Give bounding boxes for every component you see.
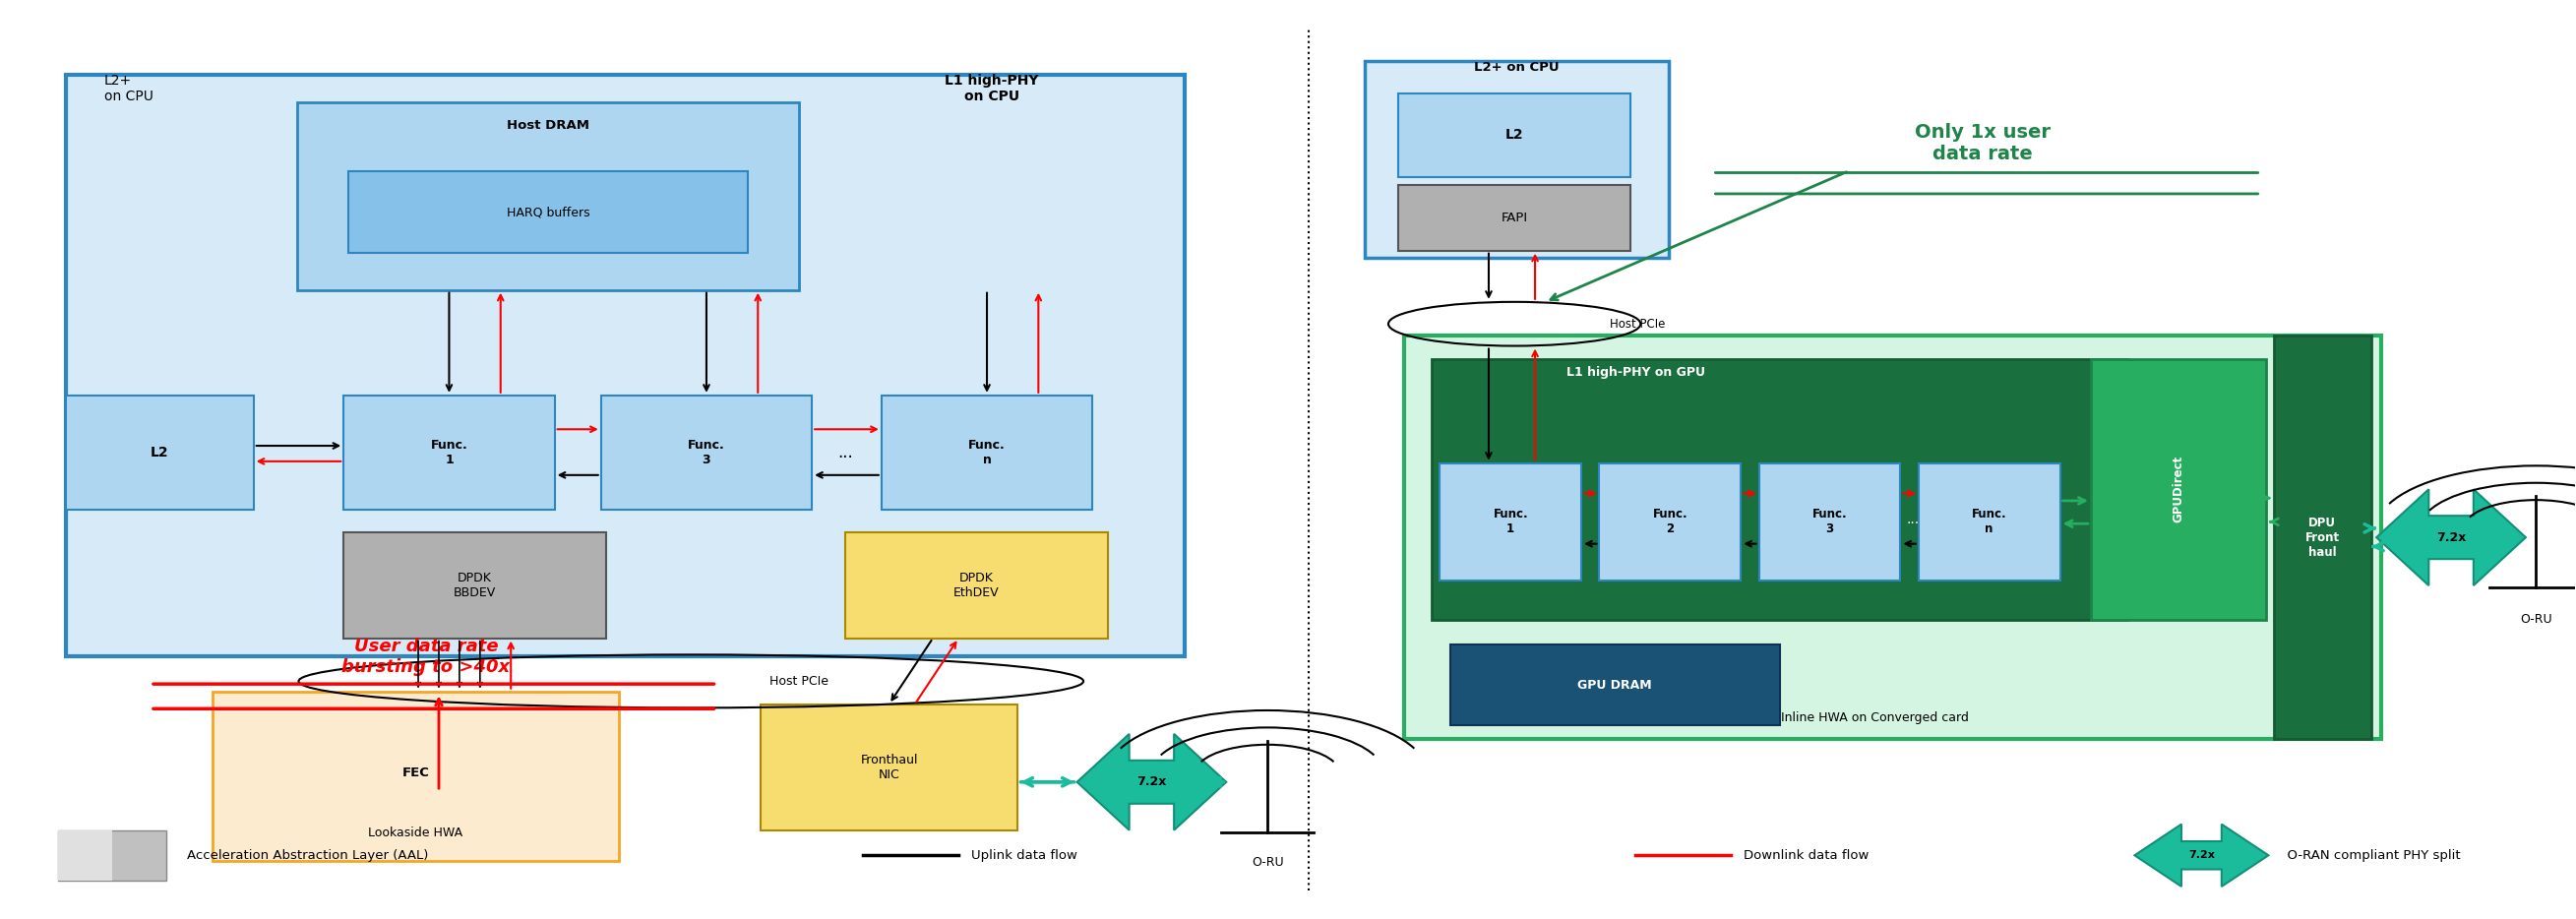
Text: Lookaside HWA: Lookaside HWA [368, 827, 464, 840]
Text: L2+ on CPU: L2+ on CPU [1473, 61, 1558, 74]
Text: Acceleration Abstraction Layer (AAL): Acceleration Abstraction Layer (AAL) [185, 849, 428, 862]
Text: Host DRAM: Host DRAM [507, 119, 590, 131]
Text: L1 high-PHY
on CPU: L1 high-PHY on CPU [945, 74, 1038, 103]
FancyBboxPatch shape [343, 533, 605, 638]
FancyBboxPatch shape [2092, 358, 2267, 619]
Text: User data rate
bursting to >40x: User data rate bursting to >40x [343, 638, 510, 675]
FancyBboxPatch shape [760, 704, 1018, 831]
FancyBboxPatch shape [211, 691, 618, 861]
Text: Inline HWA on Converged card: Inline HWA on Converged card [1780, 711, 1968, 724]
FancyBboxPatch shape [59, 831, 111, 881]
FancyBboxPatch shape [1399, 185, 1631, 251]
FancyBboxPatch shape [59, 831, 165, 881]
Text: L2+
on CPU: L2+ on CPU [103, 74, 155, 103]
Text: Func.
3: Func. 3 [688, 438, 724, 466]
Text: FAPI: FAPI [1502, 211, 1528, 224]
Text: Host PCIe: Host PCIe [1610, 317, 1664, 330]
Text: Func.
1: Func. 1 [1494, 508, 1528, 536]
Text: Downlink data flow: Downlink data flow [1744, 849, 1868, 862]
FancyBboxPatch shape [1440, 463, 1582, 581]
FancyBboxPatch shape [1399, 93, 1631, 177]
Text: DPU
Front
haul: DPU Front haul [2306, 516, 2339, 559]
FancyBboxPatch shape [1450, 644, 1780, 725]
FancyBboxPatch shape [2275, 335, 2372, 739]
Text: O-RU: O-RU [2519, 614, 2553, 626]
Text: Uplink data flow: Uplink data flow [971, 849, 1077, 862]
Text: DPDK
EthDEV: DPDK EthDEV [953, 572, 999, 599]
FancyBboxPatch shape [1365, 61, 1669, 258]
Text: 7.2x: 7.2x [2437, 531, 2465, 544]
Text: 7.2x: 7.2x [1136, 776, 1167, 789]
Text: HARQ buffers: HARQ buffers [507, 206, 590, 219]
Text: Func.
n: Func. n [1971, 508, 2007, 536]
FancyBboxPatch shape [348, 171, 747, 254]
Polygon shape [1077, 734, 1226, 830]
Text: ...: ... [1906, 512, 1919, 526]
FancyBboxPatch shape [1759, 463, 1901, 581]
Polygon shape [2136, 824, 2269, 887]
Text: GPU DRAM: GPU DRAM [1577, 678, 1651, 691]
Text: GPUDirect: GPUDirect [2172, 455, 2184, 522]
Text: Func.
n: Func. n [969, 438, 1005, 466]
FancyBboxPatch shape [1404, 335, 2383, 739]
Text: O-RU: O-RU [1252, 857, 1283, 869]
Text: FEC: FEC [402, 766, 430, 779]
Text: L2: L2 [149, 446, 170, 460]
FancyBboxPatch shape [67, 74, 1185, 656]
Text: O-RAN compliant PHY split: O-RAN compliant PHY split [2280, 849, 2460, 862]
FancyBboxPatch shape [881, 395, 1092, 510]
FancyBboxPatch shape [343, 395, 554, 510]
Text: Fronthaul
NIC: Fronthaul NIC [860, 754, 917, 781]
FancyBboxPatch shape [1600, 463, 1741, 581]
Text: Only 1x user
data rate: Only 1x user data rate [1914, 123, 2050, 164]
Text: 7.2x: 7.2x [2187, 850, 2215, 860]
FancyBboxPatch shape [1432, 358, 2128, 619]
Text: Host PCIe: Host PCIe [770, 675, 829, 687]
Text: ...: ... [837, 443, 853, 461]
FancyBboxPatch shape [845, 533, 1108, 638]
Text: L2: L2 [1504, 129, 1522, 142]
Text: DPDK
BBDEV: DPDK BBDEV [453, 572, 497, 599]
Text: Func.
1: Func. 1 [430, 438, 469, 466]
Polygon shape [2378, 489, 2524, 585]
FancyBboxPatch shape [600, 395, 811, 510]
FancyBboxPatch shape [67, 395, 252, 510]
Text: L1 high-PHY on GPU: L1 high-PHY on GPU [1566, 366, 1705, 379]
FancyBboxPatch shape [296, 102, 799, 290]
FancyBboxPatch shape [1919, 463, 2061, 581]
Text: Func.
3: Func. 3 [1811, 508, 1847, 536]
Text: Func.
2: Func. 2 [1654, 508, 1687, 536]
